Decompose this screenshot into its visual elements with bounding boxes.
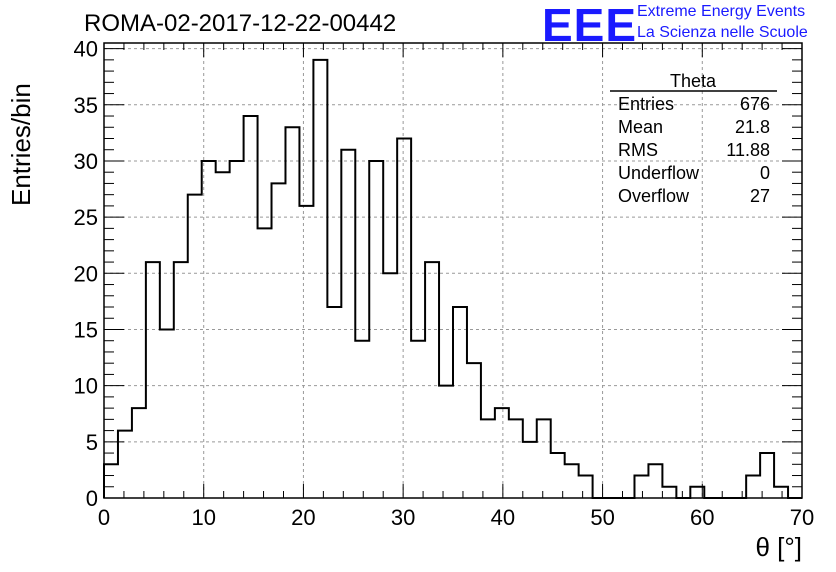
stats-row-label: Mean xyxy=(618,117,663,137)
stats-row-label: RMS xyxy=(618,140,658,160)
stats-rows: Entries 676 Mean 21.8 RMS 11.88 Underflow 0 Over… xyxy=(618,94,770,206)
y-tick-label: 15 xyxy=(74,317,98,342)
y-tick-label: 25 xyxy=(74,205,98,230)
eee-logo-line1: Extreme Energy Events xyxy=(637,3,806,20)
stats-row-label: Entries xyxy=(618,94,674,114)
eee-logo-line2: La Scienza nelle Scuole xyxy=(637,24,808,41)
plot-frame xyxy=(103,42,803,499)
x-tick-label: 50 xyxy=(590,505,614,530)
stats-box: Theta Entries 676 Mean 21.8 RMS 11.88 Underflo… xyxy=(610,71,777,206)
stats-title: Theta xyxy=(670,71,717,91)
y-tick-label: 5 xyxy=(86,430,98,455)
x-tick-label: 40 xyxy=(491,505,515,530)
x-tick-label: 60 xyxy=(690,505,714,530)
y-tick-labels: 0 5 10 15 20 25 30 35 40 xyxy=(74,37,98,511)
y-tick-label: 10 xyxy=(74,374,98,399)
grid-lines xyxy=(104,43,802,498)
x-tick-labels: 0 10 20 30 40 50 60 70 xyxy=(98,505,814,530)
stats-row-value: 676 xyxy=(740,94,770,114)
axis-ticks xyxy=(103,43,803,499)
y-tick-label: 0 xyxy=(86,486,98,511)
stats-row-value: 0 xyxy=(760,163,770,183)
x-tick-label: 20 xyxy=(291,505,315,530)
x-tick-label: 30 xyxy=(391,505,415,530)
stats-row-label: Overflow xyxy=(618,186,690,206)
stats-row-value: 11.88 xyxy=(726,140,770,160)
chart-title: ROMA-02-2017-12-22-00442 xyxy=(84,10,397,37)
y-tick-label: 35 xyxy=(74,93,98,118)
histogram-step-line xyxy=(103,58,802,499)
y-tick-label: 30 xyxy=(74,149,98,174)
stats-row-value: 21.8 xyxy=(735,117,770,137)
y-tick-label: 40 xyxy=(74,37,98,62)
x-tick-label: 10 xyxy=(191,505,215,530)
y-tick-label: 20 xyxy=(74,261,98,286)
x-tick-label: 0 xyxy=(98,505,110,530)
x-axis-label: θ [°] xyxy=(755,532,802,562)
stats-row-value: 27 xyxy=(750,186,770,206)
stats-row-label: Underflow xyxy=(618,163,700,183)
x-tick-label: 70 xyxy=(790,505,814,530)
